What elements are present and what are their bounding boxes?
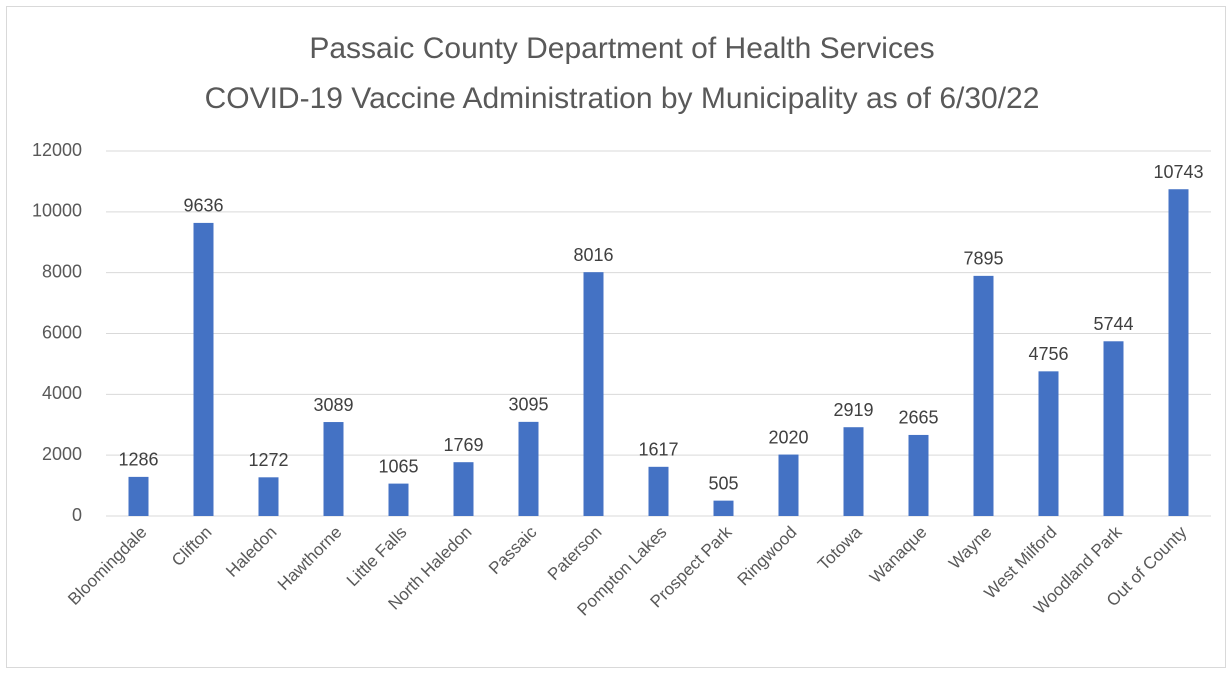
bar bbox=[453, 462, 474, 516]
data-label: 2020 bbox=[768, 427, 808, 447]
bar bbox=[193, 222, 214, 516]
bar bbox=[778, 454, 799, 516]
bar bbox=[1103, 341, 1124, 516]
chart-subtitle: COVID-19 Vaccine Administration by Munic… bbox=[205, 82, 1040, 115]
data-label: 1272 bbox=[248, 450, 288, 470]
y-tick-label: 10000 bbox=[32, 201, 82, 221]
bar bbox=[518, 421, 539, 516]
y-tick-label: 0 bbox=[72, 505, 82, 525]
data-label: 4756 bbox=[1028, 344, 1068, 364]
bar bbox=[973, 275, 994, 516]
bar bbox=[1038, 371, 1059, 516]
bar bbox=[648, 466, 669, 516]
bar bbox=[323, 422, 344, 516]
data-label: 1617 bbox=[638, 440, 678, 460]
y-tick-label: 2000 bbox=[42, 444, 82, 464]
bar bbox=[128, 476, 149, 516]
data-label: 8016 bbox=[573, 245, 613, 265]
data-label: 7895 bbox=[963, 249, 1003, 269]
bar bbox=[583, 272, 604, 516]
bar bbox=[908, 434, 929, 516]
data-label: 2665 bbox=[898, 408, 938, 428]
data-label: 5744 bbox=[1093, 314, 1133, 334]
data-label: 1286 bbox=[118, 450, 158, 470]
bar bbox=[388, 483, 409, 516]
y-tick-label: 4000 bbox=[42, 383, 82, 403]
data-label: 1769 bbox=[443, 435, 483, 455]
data-label: 1065 bbox=[378, 456, 418, 476]
y-tick-label: 12000 bbox=[32, 140, 82, 160]
data-label: 3095 bbox=[508, 395, 548, 415]
data-label: 9636 bbox=[183, 196, 223, 216]
y-tick-label: 8000 bbox=[42, 261, 82, 281]
data-label: 2919 bbox=[833, 400, 873, 420]
bar bbox=[258, 477, 279, 516]
y-tick-label: 6000 bbox=[42, 322, 82, 342]
data-label: 3089 bbox=[313, 395, 353, 415]
chart-title: Passaic County Department of Health Serv… bbox=[309, 32, 934, 65]
bar bbox=[1168, 189, 1189, 516]
data-label: 505 bbox=[708, 473, 738, 493]
data-label: 10743 bbox=[1153, 162, 1203, 182]
bar bbox=[843, 427, 864, 516]
bar bbox=[713, 500, 734, 516]
